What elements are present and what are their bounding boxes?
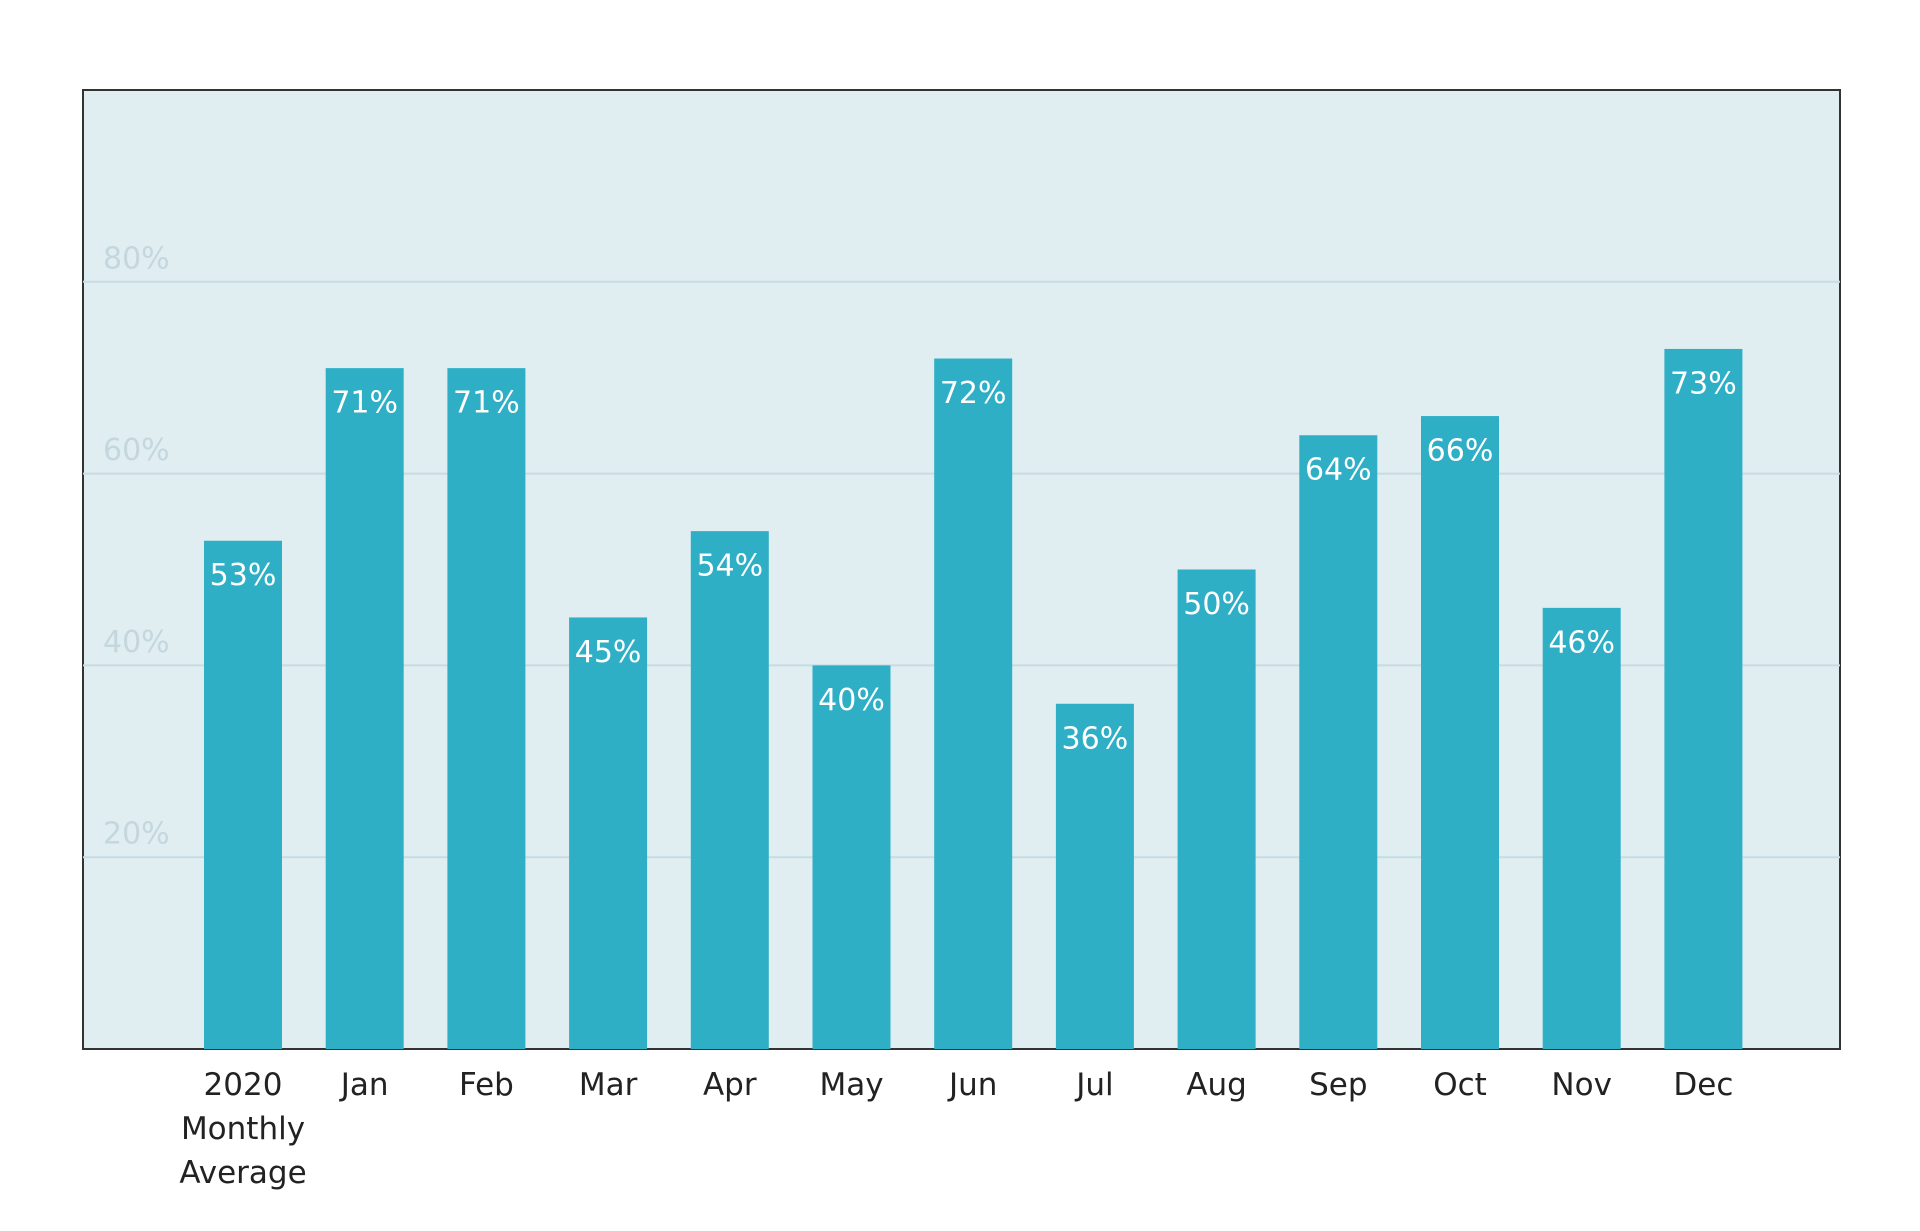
x-tick-label: Aug [1186,1067,1247,1103]
value-label: 50% [1183,587,1250,622]
value-label: 36% [1062,721,1129,756]
bar [1664,348,1743,1049]
bar [690,531,769,1049]
value-label: 72% [940,376,1007,411]
y-tick-label: 40% [103,625,170,660]
x-tick-label: Feb [458,1067,514,1103]
x-tick-label: Apr [702,1067,757,1103]
x-tick-label: Mar [578,1067,638,1103]
value-label: 71% [331,386,398,421]
x-tick-label: Jun [948,1067,998,1103]
x-tick-label: 2020 Monthly Average [179,1067,307,1191]
bar [1177,569,1256,1049]
value-label: 45% [575,635,642,670]
bar [569,617,648,1049]
value-label: 40% [818,683,885,718]
x-tick-label: Jul [1076,1067,1114,1103]
bar [1542,607,1621,1049]
y-tick-label: 20% [103,817,170,852]
x-tick-label: Dec [1673,1067,1734,1103]
bar [934,358,1013,1049]
bar [1299,435,1378,1049]
value-label: 46% [1548,625,1615,660]
value-label: 54% [696,549,763,584]
y-tick-label: 60% [103,433,170,468]
value-label: 53% [210,558,277,593]
bar [204,540,282,1049]
bar [447,368,526,1049]
x-tick-label: May [819,1067,884,1103]
bar [1421,416,1499,1049]
x-tick-label: Jan [340,1067,389,1103]
value-label: 66% [1427,434,1494,469]
value-label: 71% [453,386,520,421]
value-label: 73% [1670,366,1737,401]
bar [812,665,891,1049]
bar [1055,703,1134,1049]
y-tick-label: 80% [103,241,170,276]
bar [325,368,404,1049]
value-label: 64% [1305,453,1372,488]
x-tick-label: Oct [1433,1067,1487,1103]
x-tick-label: Sep [1309,1067,1368,1103]
x-tick-label: Nov [1551,1067,1612,1103]
